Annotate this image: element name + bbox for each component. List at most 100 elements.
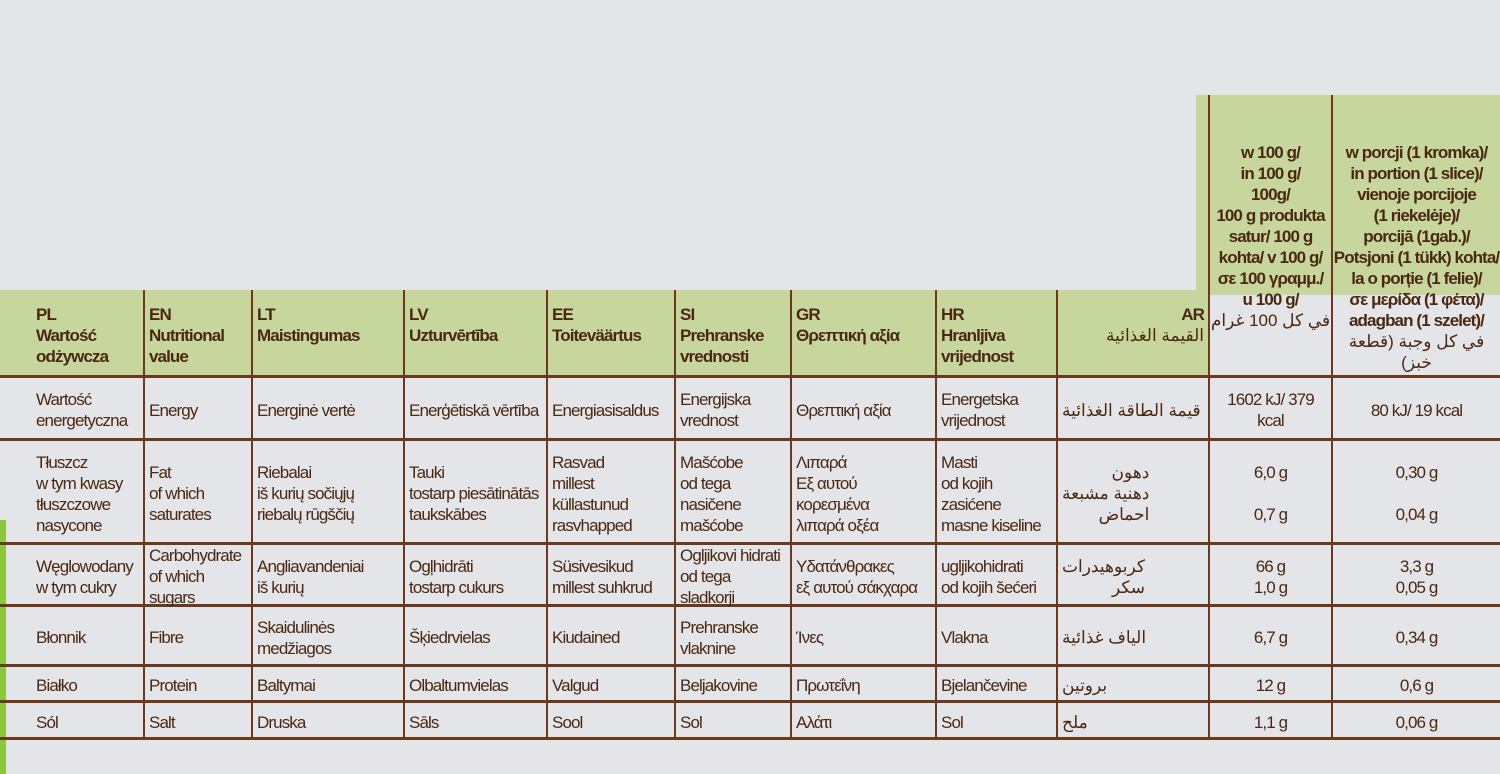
nutrition-label-title: القيمة الغذائية	[1105, 326, 1205, 345]
per-100g-value: 1602 kJ/ 379 kcal	[1210, 378, 1333, 441]
nutrient-cell: Energijska vrednost	[676, 378, 792, 441]
nutrient-cell: Energinė vertė	[253, 378, 405, 441]
nutrient-cell: Baltymai	[253, 667, 405, 703]
column-header-hr: HR Hranljiva vrijednost	[937, 290, 1058, 378]
per-100g-value: 6,7 g	[1210, 607, 1333, 667]
language-code: PL	[36, 305, 57, 324]
column-header-lt: LT Maistingumas	[253, 290, 405, 378]
nutrient-cell: Białko	[0, 667, 145, 703]
nutrition-label-title: Toiteväärtus	[552, 326, 642, 345]
language-code: EN	[149, 305, 172, 324]
nutrient-cell: Prehranske vlaknine	[676, 607, 792, 667]
nutrient-cell: Salt	[145, 703, 253, 740]
header-green-band	[0, 290, 1210, 378]
nutrient-cell: ملح	[1058, 703, 1210, 740]
portion-header-arabic: في كل وجبة (قطعة خبز)	[1348, 332, 1485, 372]
portion-value: 80 kJ/ 19 kcal	[1333, 378, 1500, 441]
column-header-lv: LV Uzturvērtība	[405, 290, 548, 378]
nutrient-cell: Αλάτι	[792, 703, 937, 740]
nutrient-cell: Błonnik	[0, 607, 145, 667]
nutrient-cell: Protein	[145, 667, 253, 703]
language-code: HR	[941, 305, 965, 324]
portion-header: w porcji (1 kromka)/ in portion (1 slice…	[1333, 95, 1500, 378]
language-code: EE	[552, 305, 574, 324]
nutrient-cell: Energiasisaldus	[548, 378, 676, 441]
column-header-gr: GR Θρεπτική αξία	[792, 290, 937, 378]
column-header-ar: AR القيمة الغذائية	[1058, 290, 1210, 378]
per-100g-value: 12 g	[1210, 667, 1333, 703]
per-100g-header-arabic: في كل 100 غرام	[1210, 311, 1331, 330]
nutrition-label-title: Prehranske vrednosti	[680, 326, 765, 366]
nutrition-label-title: Uzturvērtība	[409, 326, 498, 345]
nutrient-cell: Masti od kojih zasićene masne kiseline	[937, 441, 1058, 545]
nutrient-cell: Süsivesikud millest suhkrud	[548, 545, 676, 607]
column-header-si: SI Prehranske vrednosti	[676, 290, 792, 378]
column-header-pl: PL Wartość odżywcza	[0, 290, 145, 378]
nutrient-cell: Olbaltumvielas	[405, 667, 548, 703]
nutrient-cell: Λιπαρά Εξ αυτού κορεσμένα λιπαρά οξέα	[792, 441, 937, 545]
nutrient-cell: Sāls	[405, 703, 548, 740]
language-code: SI	[680, 305, 695, 324]
nutrient-cell: Bjelančevine	[937, 667, 1058, 703]
nutrient-cell: Riebalai iš kurių sočiųjų riebalų rūgšči…	[253, 441, 405, 545]
nutrient-cell: Sool	[548, 703, 676, 740]
nutrition-label-title: Θρεπτική αξία	[796, 326, 900, 345]
nutrient-cell: Energetska vrijednost	[937, 378, 1058, 441]
nutrient-cell: Rasvad millest küllastunud rasvhapped	[548, 441, 676, 545]
portion-value: 3,3 g 0,05 g	[1333, 545, 1500, 607]
nutrition-label-title: Maistingumas	[257, 326, 360, 345]
nutrient-cell: Energy	[145, 378, 253, 441]
per-100g-header-text: w 100 g/ in 100 g/ 100g/ 100 g produkta …	[1216, 143, 1325, 309]
nutrient-cell: Enerģētiskā vērtība	[405, 378, 548, 441]
nutrient-cell: Kiudained	[548, 607, 676, 667]
nutrient-cell: Sól	[0, 703, 145, 740]
nutrient-cell: Πρωτεΐνη	[792, 667, 937, 703]
green-edge-stripe	[0, 520, 6, 774]
nutrient-cell: Sol	[937, 703, 1058, 740]
nutrient-cell: دهون دهنية مشبعة احماض	[1058, 441, 1210, 545]
per-100g-value: 6,0 g 0,7 g	[1210, 441, 1333, 545]
nutrient-cell: Węglowodany w tym cukry	[0, 545, 145, 607]
per-100g-header: w 100 g/ in 100 g/ 100g/ 100 g produkta …	[1210, 95, 1333, 378]
nutrient-cell: Carbohydrate of which sugars	[145, 545, 253, 607]
nutrient-cell: الياف غذائية	[1058, 607, 1210, 667]
nutrient-cell: Ogljikovi hidrati od tega sladkorji	[676, 545, 792, 607]
nutrient-cell: كربوهيدرات سكر	[1058, 545, 1210, 607]
language-code: LV	[409, 305, 429, 324]
column-header-en: EN Nutritional value	[145, 290, 253, 378]
nutrient-cell: Skaidulinės medžiagos	[253, 607, 405, 667]
nutrient-cell: ugljikohidrati od kojih šećeri	[937, 545, 1058, 607]
nutrient-cell: Ίνες	[792, 607, 937, 667]
language-code: LT	[257, 305, 276, 324]
nutrient-cell: Angliavandeniai iš kurių	[253, 545, 405, 607]
nutrient-cell: Wartość energetyczna	[0, 378, 145, 441]
column-header-ee: EE Toiteväärtus	[548, 290, 676, 378]
column-divider	[1208, 95, 1210, 378]
nutrient-cell: Tauki tostarp piesātinātās taukskābes	[405, 441, 548, 545]
nutrient-cell: Υδατάνθρακες εξ αυτού σάκχαρα	[792, 545, 937, 607]
header-green-band-right	[1196, 95, 1500, 295]
nutrient-cell: Mašćobe od tega nasičene mašćobe	[676, 441, 792, 545]
nutrient-cell: Θρεπτική αξία	[792, 378, 937, 441]
nutrient-cell: Fibre	[145, 607, 253, 667]
portion-value: 0,06 g	[1333, 703, 1500, 740]
portion-header-cell	[1333, 290, 1500, 378]
language-code: AR	[1181, 305, 1205, 324]
nutrient-cell: Ogļhidrāti tostarp cukurs	[405, 545, 548, 607]
per-100g-value: 1,1 g	[1210, 703, 1333, 740]
nutrition-label-title: Hranljiva vrijednost	[941, 326, 1014, 366]
nutrient-cell: Tłuszcz w tym kwasy tłuszczowe nasycone	[0, 441, 145, 545]
nutrient-cell: Valgud	[548, 667, 676, 703]
nutrient-cell: Beljakovine	[676, 667, 792, 703]
language-code: GR	[796, 305, 821, 324]
nutrient-cell: Fat of which saturates	[145, 441, 253, 545]
portion-value: 0,30 g 0,04 g	[1333, 441, 1500, 545]
portion-value: 0,6 g	[1333, 667, 1500, 703]
nutrient-cell: Šķiedrvielas	[405, 607, 548, 667]
nutrient-cell: Druska	[253, 703, 405, 740]
nutrient-cell: قيمة الطاقة الغذائية	[1058, 378, 1210, 441]
nutrient-cell: Vlakna	[937, 607, 1058, 667]
portion-header-text: w porcji (1 kromka)/ in portion (1 slice…	[1333, 143, 1500, 330]
nutrient-cell: بروتين	[1058, 667, 1210, 703]
nutrition-label-title: Wartość odżywcza	[36, 326, 109, 366]
